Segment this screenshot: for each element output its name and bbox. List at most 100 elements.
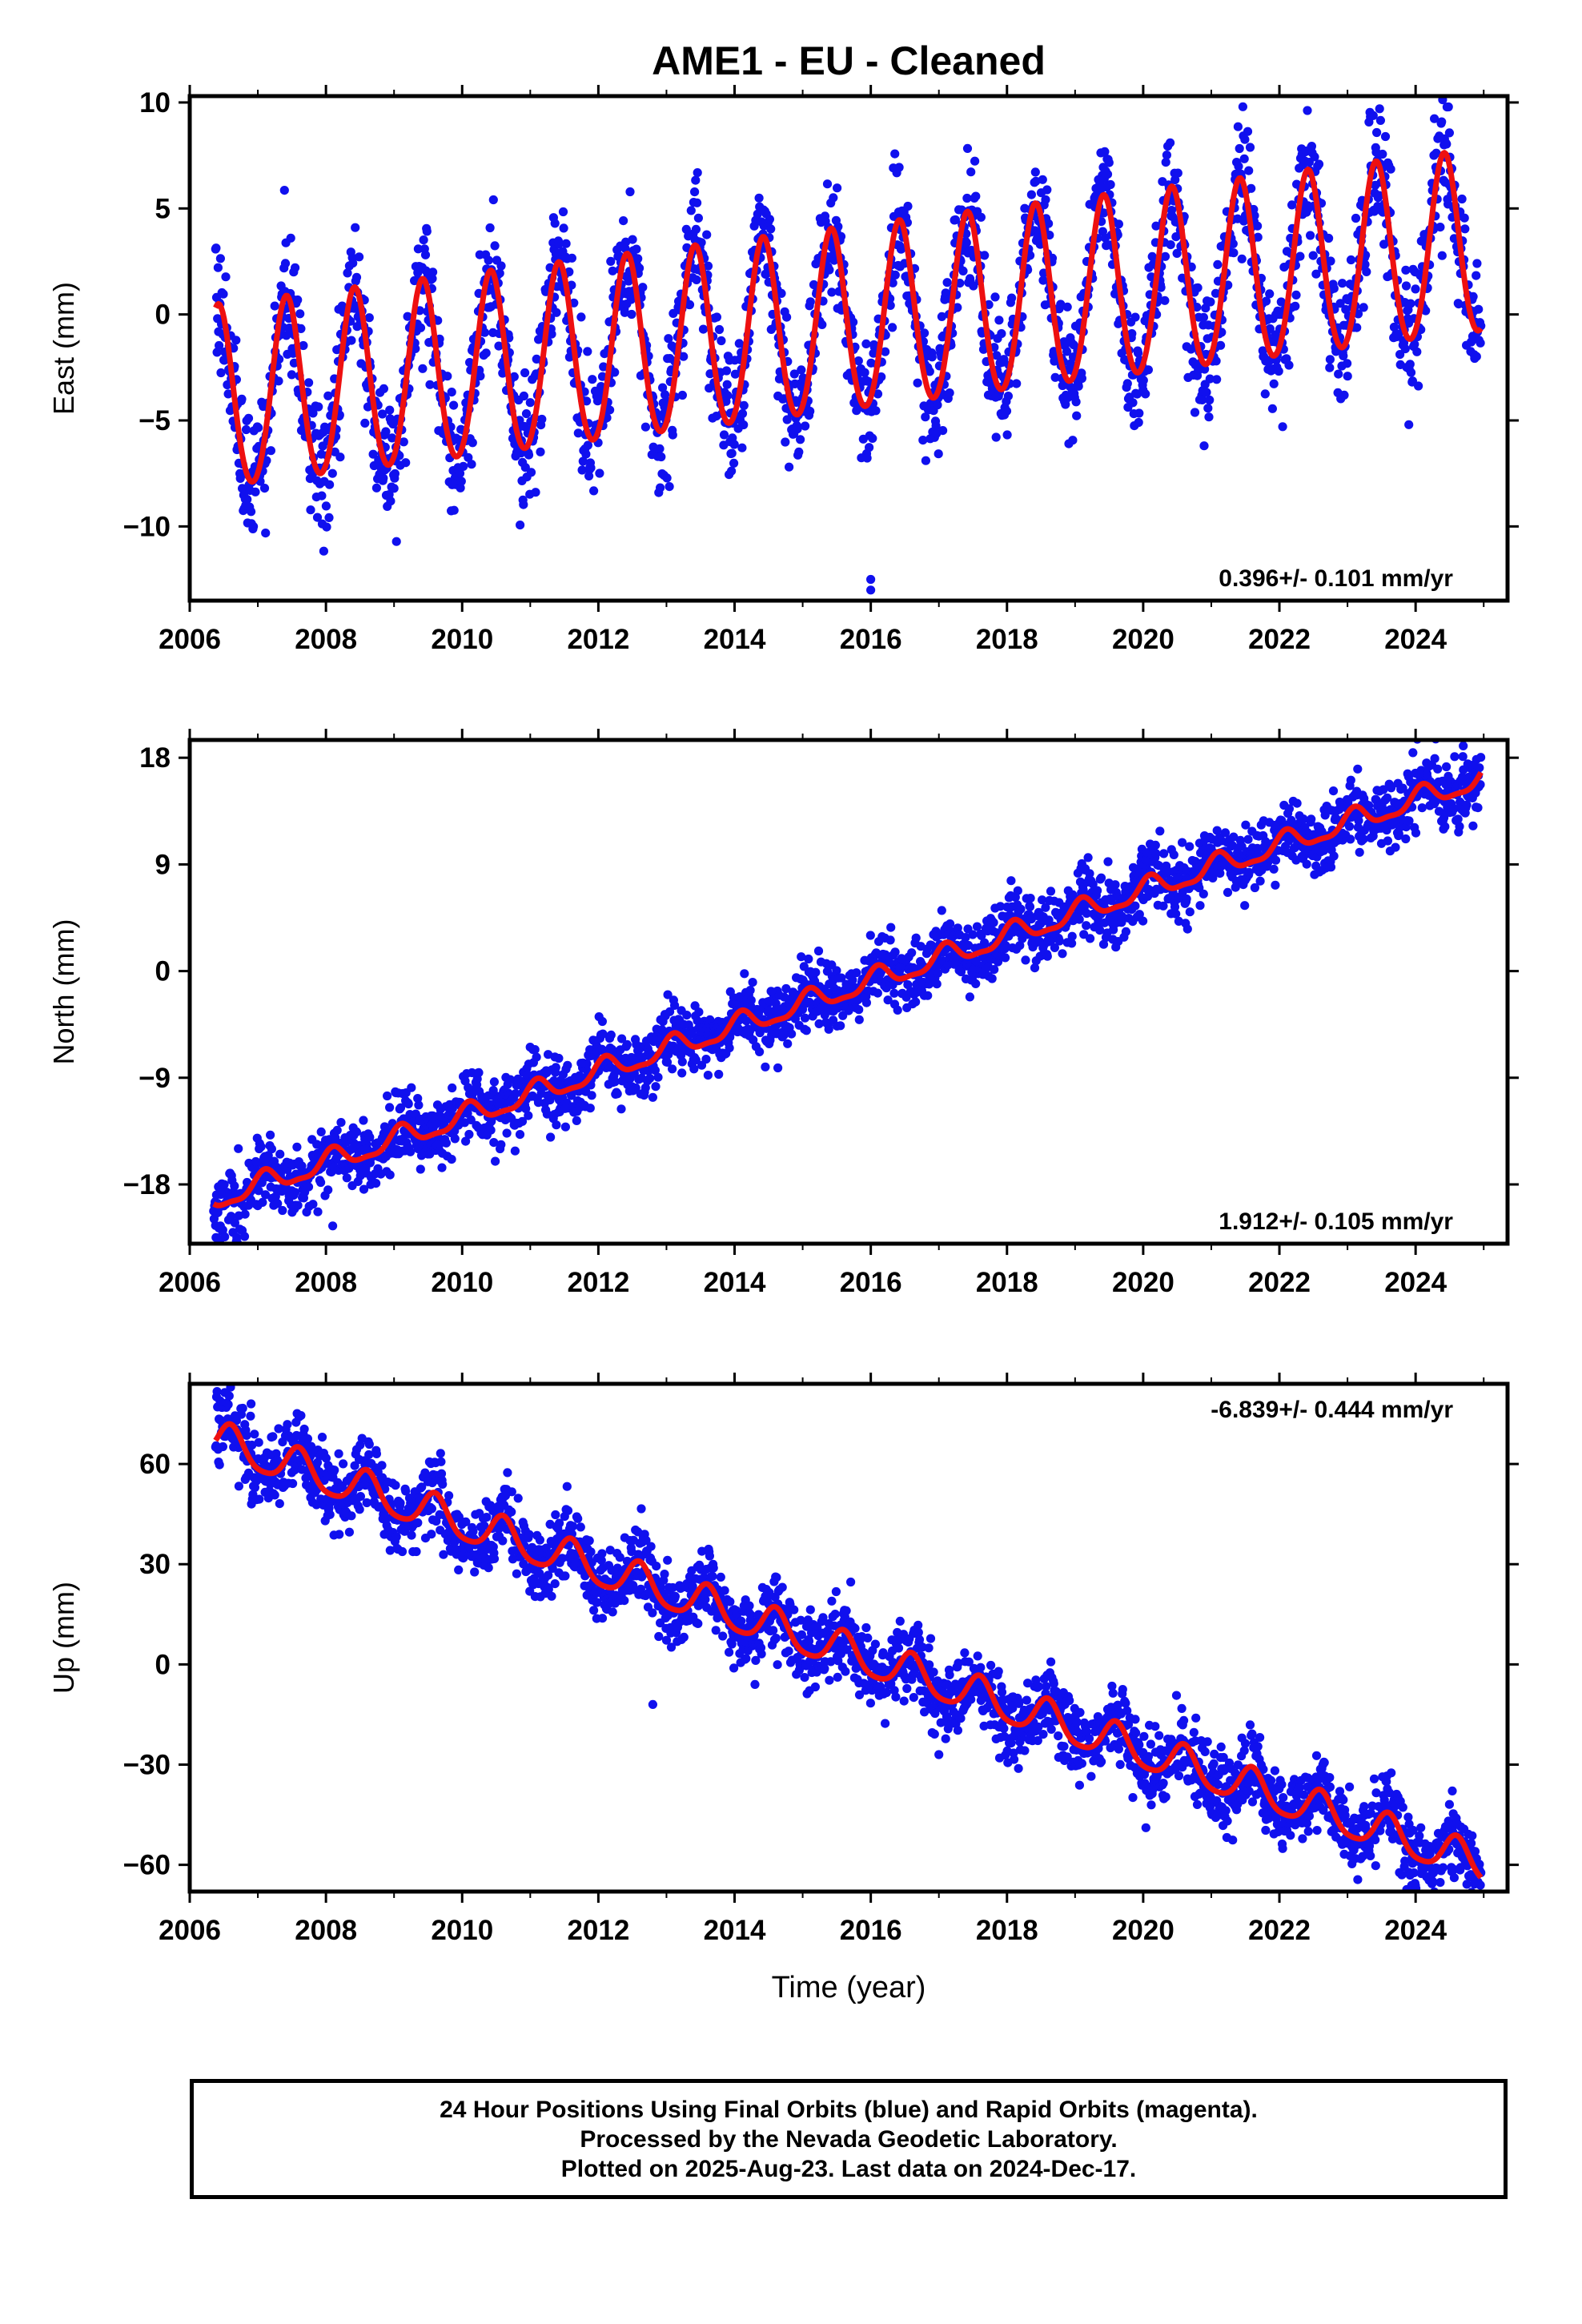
east-data-point — [945, 388, 954, 398]
east-data-point — [1476, 338, 1485, 348]
east-data-point — [962, 238, 971, 247]
north-data-point — [990, 965, 999, 975]
east-data-point — [211, 243, 221, 253]
east-data-point — [1351, 213, 1361, 223]
north-data-point — [972, 922, 982, 931]
north-data-point — [1468, 821, 1478, 830]
east-y-axis-label: East (mm) — [47, 282, 80, 415]
east-data-point — [578, 456, 588, 466]
north-data-point — [677, 1068, 687, 1078]
east-data-point — [865, 443, 874, 452]
north-data-point — [1228, 841, 1238, 850]
east-data-point — [304, 378, 314, 388]
east-data-point — [918, 436, 928, 445]
east-data-point — [293, 295, 303, 305]
east-data-point — [291, 263, 300, 272]
north-data-point — [689, 1064, 699, 1074]
north-data-point — [297, 1161, 307, 1171]
east-data-point — [691, 175, 701, 185]
east-data-point — [1068, 436, 1078, 445]
east-data-point — [1267, 404, 1277, 413]
east-data-point — [351, 272, 362, 282]
north-data-point — [1182, 924, 1192, 934]
east-data-point — [389, 484, 399, 493]
east-data-point — [765, 215, 775, 224]
east-data-point — [1002, 430, 1012, 440]
east-data-point — [1190, 408, 1200, 417]
north-data-point — [995, 902, 1006, 911]
north-data-point — [413, 1094, 423, 1104]
east-data-point — [1229, 248, 1239, 258]
east-data-point — [1198, 395, 1207, 404]
east-data-point — [994, 316, 1004, 325]
east-data-point — [524, 450, 534, 460]
east-data-point — [727, 466, 737, 476]
north-data-point — [405, 1147, 416, 1156]
north-data-point — [587, 1091, 596, 1100]
north-data-point — [404, 1099, 413, 1109]
east-data-point — [420, 250, 431, 259]
east-data-point — [1430, 114, 1439, 123]
east-data-point — [1041, 195, 1050, 204]
north-data-point — [1458, 752, 1468, 762]
east-data-point — [1204, 412, 1214, 422]
east-data-point — [1003, 392, 1013, 401]
east-data-point — [496, 261, 506, 271]
north-data-point — [273, 1199, 283, 1208]
east-data-point — [219, 289, 228, 299]
east-data-point — [833, 222, 843, 231]
north-data-point — [219, 1180, 229, 1189]
north-data-point — [968, 930, 978, 939]
east-outlier-point — [785, 462, 794, 472]
east-data-point — [588, 375, 597, 384]
east-data-point — [299, 340, 308, 351]
north-data-point — [645, 1073, 655, 1084]
north-data-point — [489, 1138, 499, 1148]
east-data-point — [681, 224, 691, 234]
east-data-point — [559, 223, 568, 233]
east-data-point — [1104, 158, 1114, 167]
north-data-point — [336, 1118, 346, 1128]
north-data-point — [1054, 936, 1064, 946]
east-data-point — [422, 227, 432, 236]
east-data-point — [391, 537, 401, 546]
east-x-tick-label: 2024 — [1384, 624, 1447, 655]
north-data-point — [1182, 894, 1191, 904]
east-data-point — [259, 484, 270, 493]
north-data-point — [1042, 951, 1052, 961]
north-data-point — [813, 946, 824, 956]
east-data-point — [385, 405, 395, 415]
east-data-point — [702, 230, 712, 239]
east-data-point — [231, 336, 241, 345]
north-data-point — [524, 1111, 533, 1120]
east-data-point — [739, 420, 749, 430]
north-data-point — [227, 1212, 236, 1221]
east-data-point — [877, 372, 886, 382]
east-data-point — [279, 186, 289, 195]
north-data-point — [1083, 853, 1093, 862]
north-data-point — [781, 983, 791, 994]
north-data-point — [838, 1011, 848, 1020]
east-data-point — [1372, 127, 1382, 138]
north-data-point — [1021, 955, 1030, 965]
east-data-point — [1303, 106, 1312, 115]
east-data-point — [521, 408, 532, 419]
east-data-point — [888, 278, 897, 287]
north-data-point — [714, 1069, 724, 1080]
east-data-point — [418, 364, 428, 373]
north-data-point — [927, 940, 937, 951]
north-data-point — [804, 954, 813, 964]
east-data-point — [425, 380, 435, 389]
east-data-point — [1457, 194, 1467, 204]
north-data-point — [1271, 880, 1280, 890]
east-data-point — [927, 352, 937, 362]
east-data-point — [1042, 185, 1052, 195]
east-data-point — [428, 267, 438, 277]
east-data-point — [632, 244, 641, 254]
north-data-point — [606, 1030, 616, 1039]
east-data-point — [287, 370, 296, 380]
east-x-tick-label: 2016 — [840, 624, 902, 655]
north-data-point — [701, 1055, 711, 1064]
east-data-point — [1199, 441, 1209, 451]
east-data-point — [1044, 219, 1054, 228]
